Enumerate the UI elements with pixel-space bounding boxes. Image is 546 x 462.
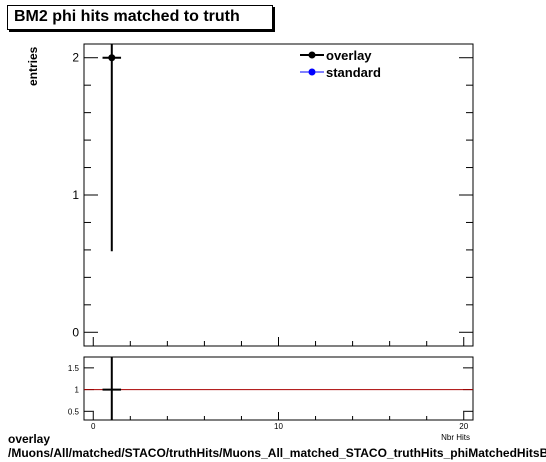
legend: overlay standard — [300, 48, 381, 80]
y-axis-label: entries — [26, 46, 40, 86]
y-tick-label: 1 — [72, 188, 79, 202]
legend-entry-standard: standard — [300, 65, 381, 80]
legend-label-overlay: overlay — [326, 48, 372, 63]
y-tick-label: 2 — [72, 51, 79, 65]
footer-histogram-path: /Muons/All/matched/STACO/truthHits/Muons… — [8, 446, 546, 460]
y-tick-label: 0 — [72, 325, 79, 339]
ratio-x-tick-label: 0 — [91, 422, 96, 431]
legend-marker-overlay — [308, 51, 316, 59]
legend-marker-standard — [308, 68, 316, 76]
ratio-x-tick-label: 10 — [274, 422, 283, 431]
chart-title-box: BM2 phi hits matched to truth — [7, 5, 273, 30]
main-plot-frame — [83, 43, 474, 347]
chart-title: BM2 phi hits matched to truth — [14, 8, 240, 25]
legend-label-standard: standard — [326, 65, 381, 80]
x-axis-label: Nbr Hits — [441, 433, 470, 442]
ratio-y-tick-label: 0.5 — [68, 407, 80, 416]
legend-entry-overlay: overlay — [300, 48, 372, 63]
ratio-y-tick-label: 1 — [75, 386, 80, 395]
ratio-plot-marks — [84, 357, 473, 420]
footer-overlay-label: overlay — [8, 432, 51, 446]
main-axis-ticks: 0 1 2 — [72, 51, 473, 346]
ratio-x-tick-label: 20 — [459, 422, 468, 431]
ratio-y-tick-label: 1.5 — [68, 364, 80, 373]
ratio-plot-frame — [83, 356, 474, 421]
main-plot-marks — [102, 44, 122, 252]
overlay-point — [108, 54, 116, 62]
